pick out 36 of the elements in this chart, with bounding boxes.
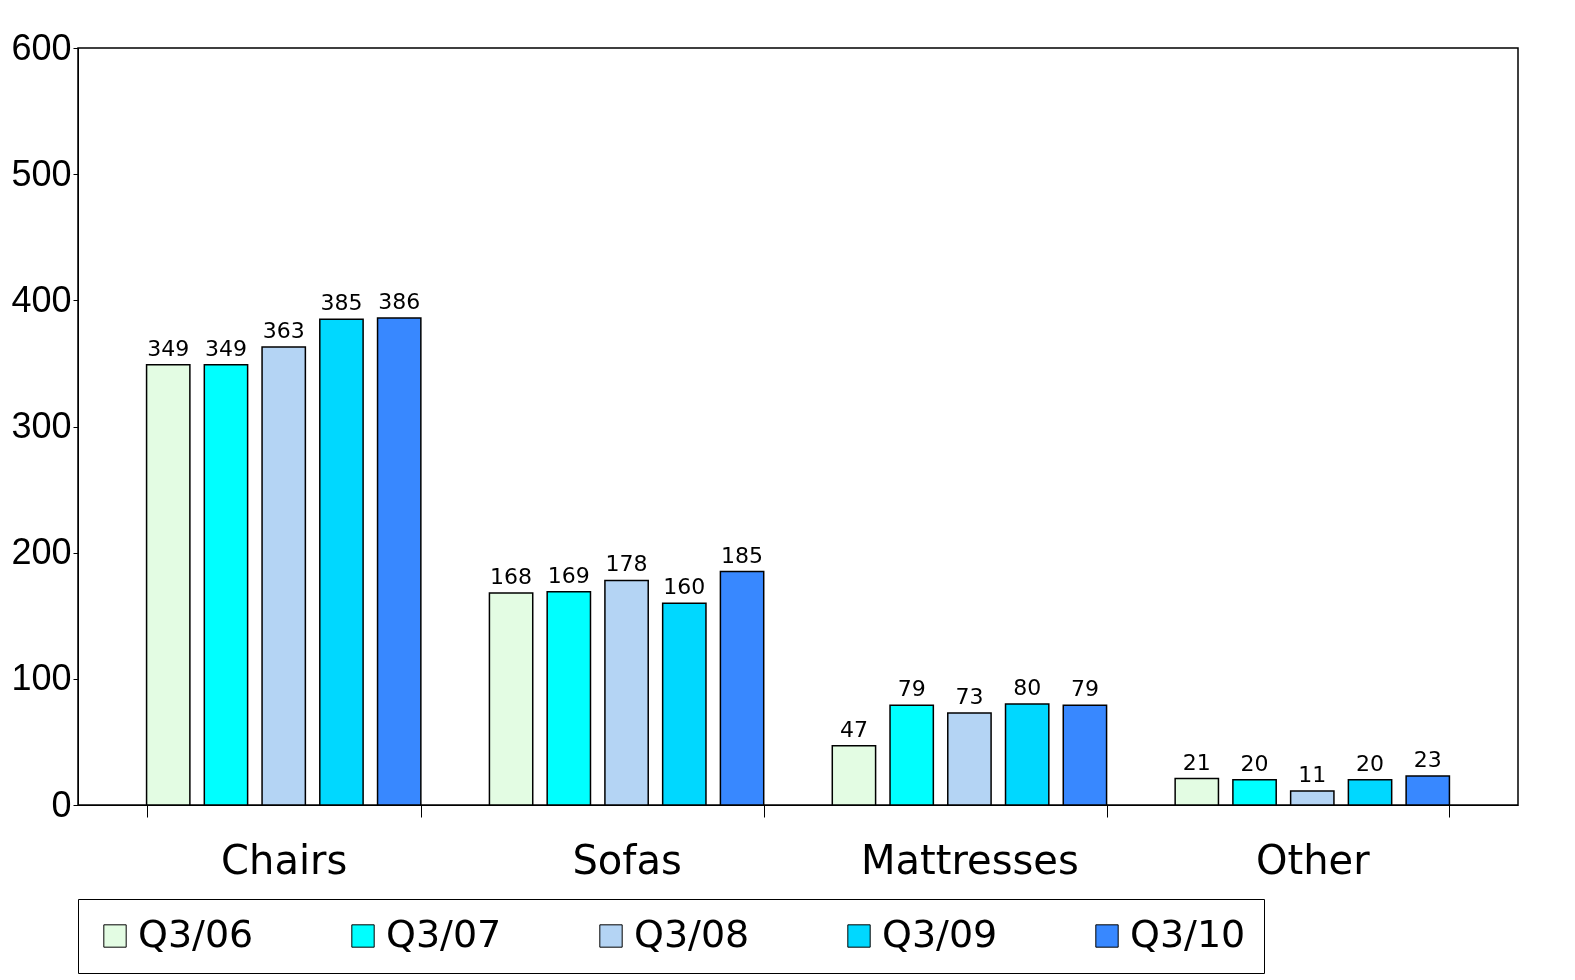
y-tick-label: 0 [51, 783, 72, 825]
data-label: 363 [262, 318, 305, 344]
data-label: 20 [1356, 750, 1385, 776]
x-tick-label: Other [1256, 836, 1371, 883]
y-tick-label: 600 [11, 26, 72, 68]
data-label: 80 [1013, 675, 1042, 701]
data-label: 21 [1182, 749, 1211, 775]
data-label: 11 [1298, 762, 1327, 788]
data-label: 349 [204, 335, 247, 361]
data-label: 23 [1413, 746, 1442, 772]
data-label: 385 [320, 290, 363, 316]
y-tick-label: 300 [11, 405, 72, 446]
data-label: 349 [147, 335, 190, 361]
legend-label: Q3/06 [138, 912, 254, 956]
data-label: 79 [1070, 676, 1099, 702]
data-label: 185 [721, 542, 764, 568]
y-tick-label: 200 [11, 531, 72, 573]
data-label: 47 [839, 716, 868, 742]
legend-label: Q3/10 [1130, 912, 1246, 956]
y-tick-label: 400 [11, 278, 72, 320]
data-label: 73 [955, 683, 984, 709]
data-label: 178 [605, 551, 648, 577]
legend-label: Q3/08 [634, 912, 750, 956]
x-tick-label: Sofas [572, 836, 682, 883]
data-label: 20 [1240, 750, 1269, 776]
legend-label: Q3/07 [386, 912, 502, 956]
x-tick-label: Mattresses [861, 836, 1079, 883]
data-label: 160 [663, 574, 706, 600]
data-label: 168 [490, 564, 533, 590]
y-tick-label: 100 [11, 657, 72, 699]
data-label: 386 [378, 289, 421, 314]
data-label: 169 [547, 562, 590, 588]
x-tick-label: Chairs [221, 836, 348, 883]
data-label: 79 [897, 676, 926, 702]
y-tick-label: 500 [11, 152, 72, 194]
legend-label: Q3/09 [882, 912, 998, 956]
